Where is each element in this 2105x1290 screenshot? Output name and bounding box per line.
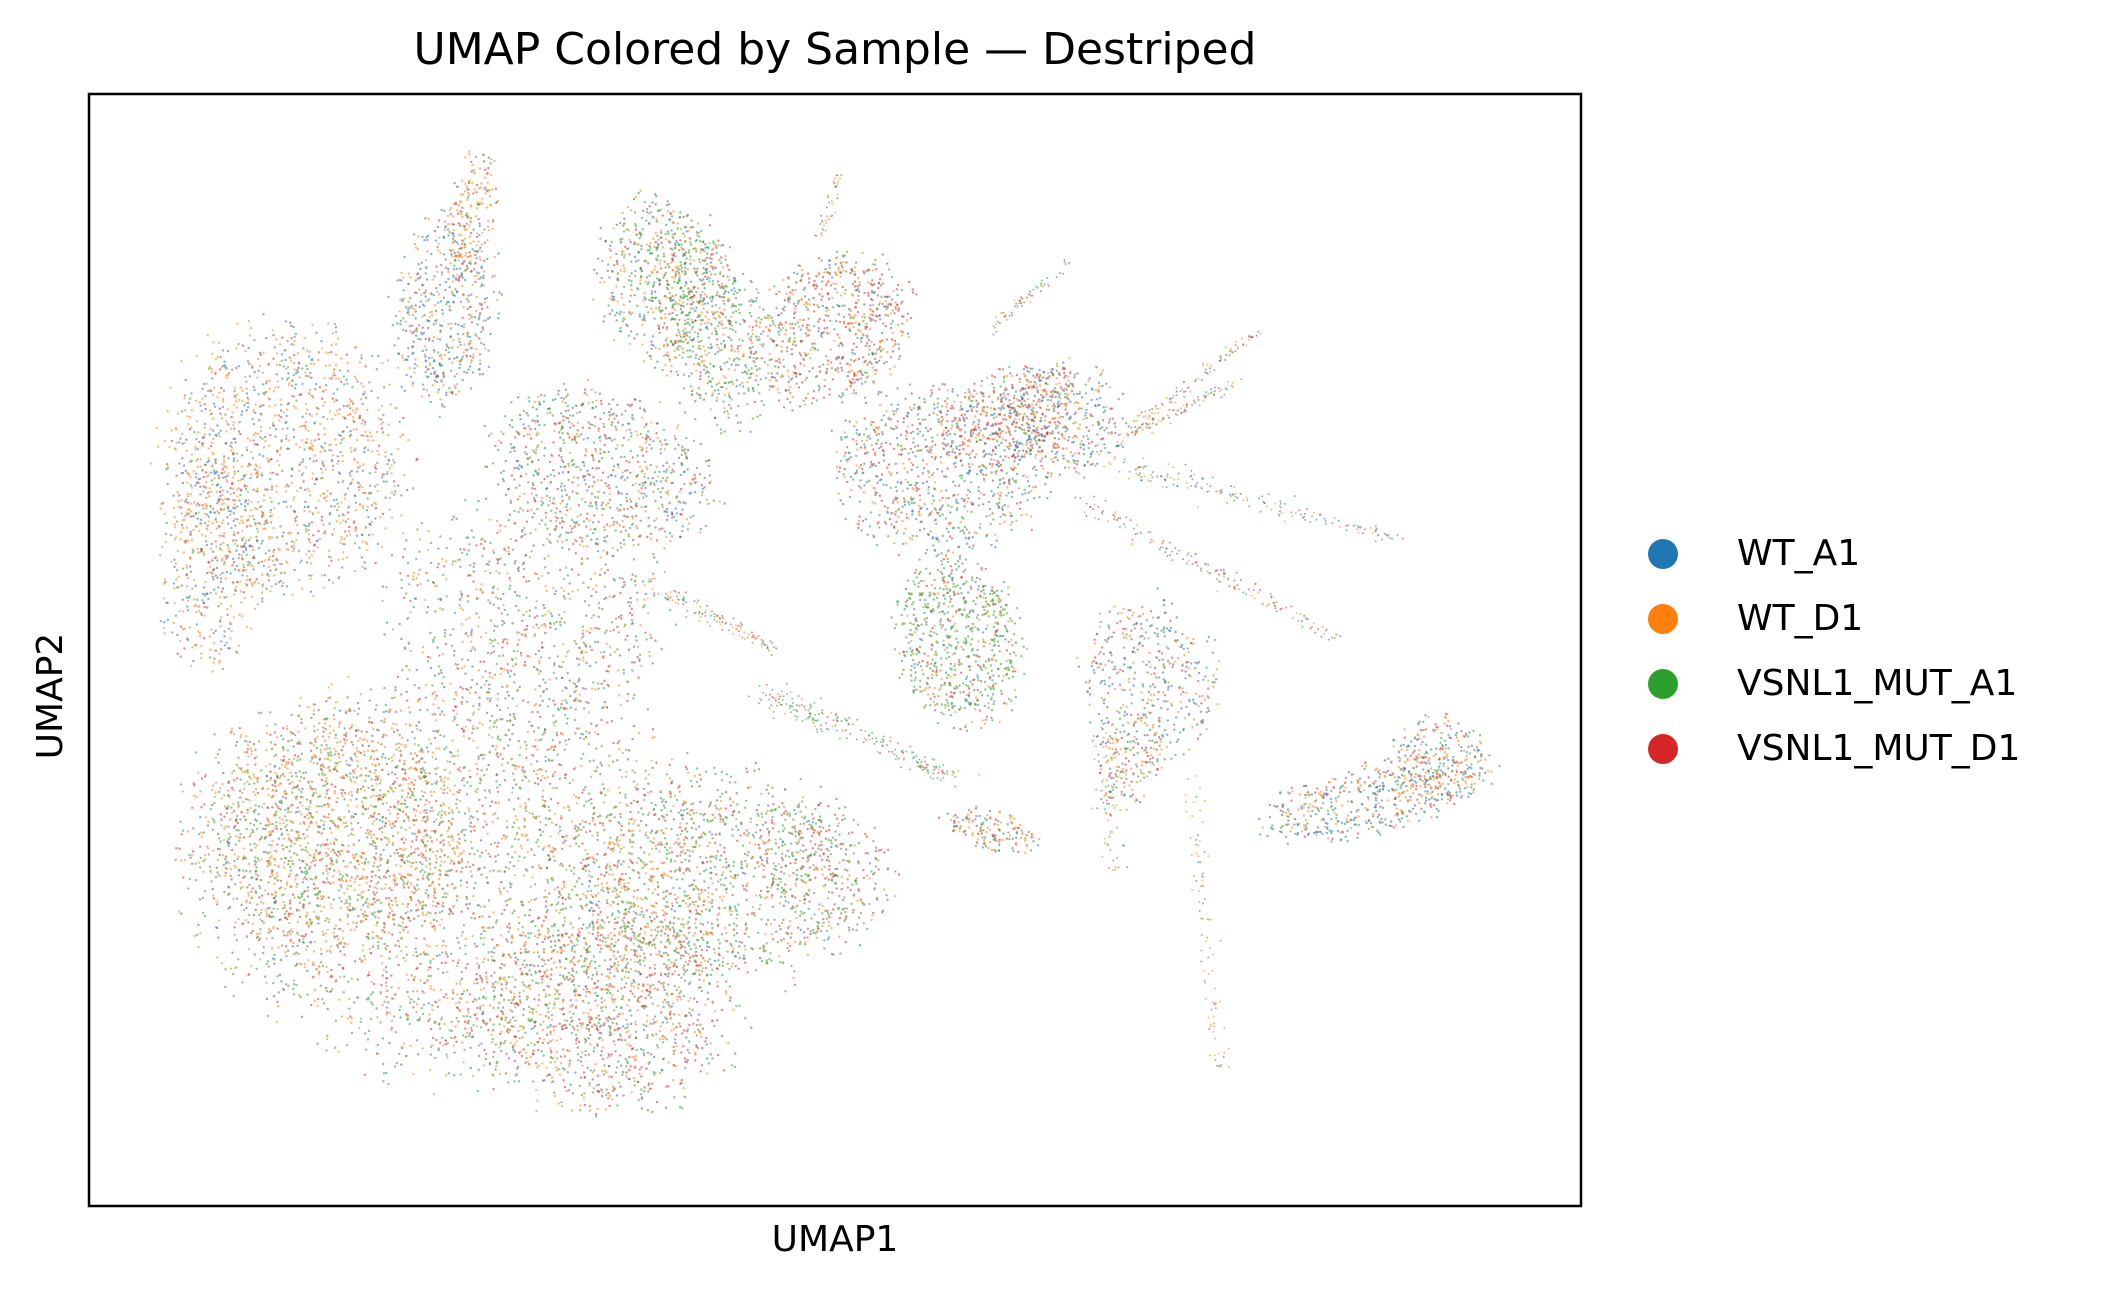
legend-label-wt-a1: WT_A1	[1737, 525, 1860, 583]
legend-label-wt-d1: WT_D1	[1737, 590, 1863, 648]
legend-label-vsnl1-mut-a1: VSNL1_MUT_A1	[1737, 655, 2017, 713]
axes-frame	[89, 94, 1581, 1206]
legend-marker-wt-a1	[1648, 539, 1678, 569]
y-axis-label: UMAP2	[29, 633, 73, 760]
legend-marker-wt-d1	[1648, 604, 1678, 634]
legend-marker-vsnl1-mut-d1	[1648, 734, 1678, 764]
legend-label-vsnl1-mut-d1: VSNL1_MUT_D1	[1737, 720, 2020, 778]
scatter-points	[150, 151, 1501, 1118]
legend-marker-vsnl1-mut-a1	[1648, 669, 1678, 699]
x-axis-label: UMAP1	[89, 1218, 1581, 1262]
